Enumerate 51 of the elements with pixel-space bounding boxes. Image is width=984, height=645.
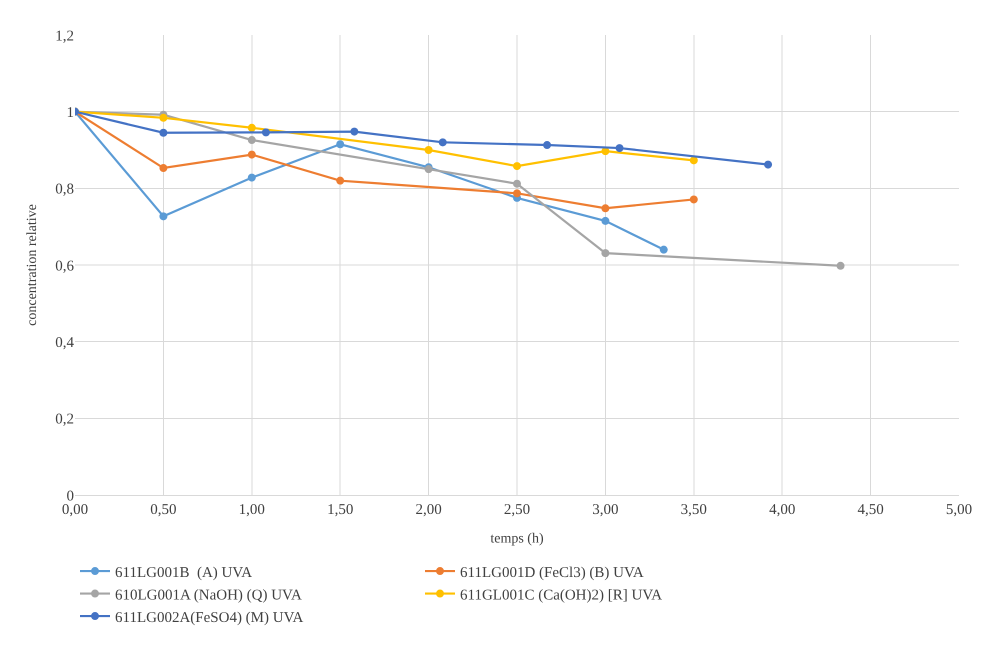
point [690, 195, 698, 204]
y-tick-label: 0 [66, 488, 74, 504]
x-tick-label: 5,00 [946, 502, 972, 518]
point [513, 189, 521, 198]
x-tick-label: 2,00 [415, 502, 442, 518]
point [248, 136, 256, 144]
x-tick-label: 3,00 [592, 502, 619, 518]
legend-label: 611GL001C (Ca(OH)2) [R] UVA [460, 587, 662, 604]
point [424, 146, 433, 154]
point [764, 160, 772, 169]
point [616, 144, 624, 152]
y-tick-label: 0,6 [55, 258, 74, 274]
x-tick-label: 0,00 [62, 502, 88, 518]
point [336, 140, 344, 148]
x-tick-label: 1,00 [238, 502, 265, 518]
point [248, 174, 256, 182]
point [513, 180, 521, 188]
y-tick-label: 0,2 [55, 412, 74, 428]
x-tick-label: 4,00 [769, 502, 796, 518]
legend-label: 610LG001A (NaOH) (Q) UVA [115, 587, 302, 604]
y-tick-label: 1 [66, 104, 74, 121]
point [262, 128, 270, 136]
y-tick-label: 0,8 [55, 182, 74, 198]
point [543, 141, 552, 150]
x-tick-label: 4,50 [857, 502, 884, 518]
point [248, 150, 256, 159]
point [350, 128, 358, 136]
point [159, 128, 168, 137]
x-tick-label: 1,50 [327, 502, 354, 518]
y-tick-label: 1,2 [55, 28, 74, 44]
x-axis-title: temps (h) [490, 531, 544, 546]
point [159, 212, 168, 220]
point [248, 124, 256, 132]
legend-label: 611LG001B (A) UVA [115, 564, 252, 581]
y-axis-title: concentration relative [24, 204, 40, 326]
point [601, 216, 610, 225]
point [438, 138, 447, 146]
legend-label: 611LG001D (FeCl3) (B) UVA [460, 564, 644, 581]
y-tick-label: 0,4 [55, 334, 74, 351]
point [336, 176, 344, 185]
legend-label: 611LG002A(FeSO4) (M) UVA [115, 610, 304, 626]
point [159, 164, 168, 172]
x-tick-label: 2,50 [504, 502, 530, 518]
point [513, 162, 521, 170]
point [660, 246, 668, 254]
x-tick-label: 0,50 [150, 502, 177, 518]
x-tick-label: 3,50 [680, 502, 707, 518]
point [836, 262, 845, 270]
point [601, 204, 610, 212]
point [159, 114, 168, 122]
point [601, 249, 610, 258]
